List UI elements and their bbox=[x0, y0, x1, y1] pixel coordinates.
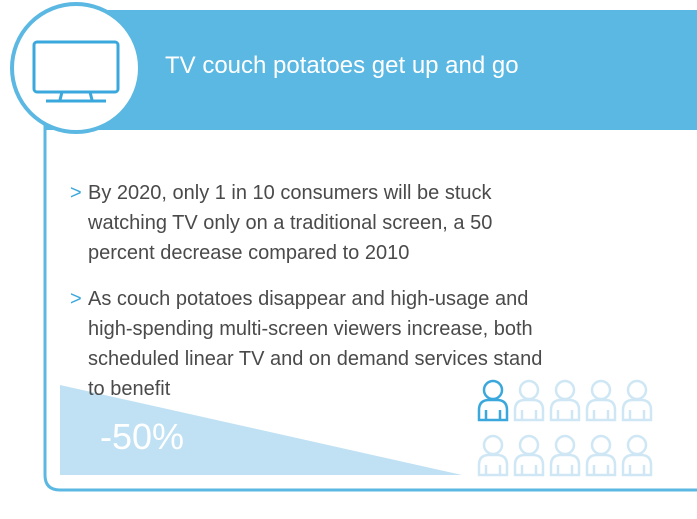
person-icon bbox=[477, 434, 509, 477]
bullet-arrow: > bbox=[70, 182, 82, 204]
person-icon bbox=[513, 434, 545, 477]
bullet-arrow: > bbox=[70, 288, 82, 310]
bullet-text: As couch potatoes disappear and high-usa… bbox=[88, 288, 543, 400]
person-icon bbox=[477, 379, 509, 422]
person-icon bbox=[621, 379, 653, 422]
decrease-wedge bbox=[60, 385, 462, 475]
person-icon bbox=[549, 434, 581, 477]
icon-circle bbox=[10, 2, 142, 134]
header-band bbox=[45, 10, 697, 130]
person-icon bbox=[621, 434, 653, 477]
person-icon bbox=[513, 379, 545, 422]
stat-label: -50% bbox=[100, 416, 185, 457]
person-icon bbox=[585, 379, 617, 422]
tv-icon bbox=[32, 40, 120, 103]
people-grid bbox=[477, 379, 653, 477]
person-icon bbox=[549, 379, 581, 422]
person-icon bbox=[585, 434, 617, 477]
header-title: TV couch potatoes get up and go bbox=[165, 52, 519, 79]
card-border bbox=[43, 120, 697, 492]
bullet-text: By 2020, only 1 in 10 consumers will be … bbox=[88, 182, 493, 264]
